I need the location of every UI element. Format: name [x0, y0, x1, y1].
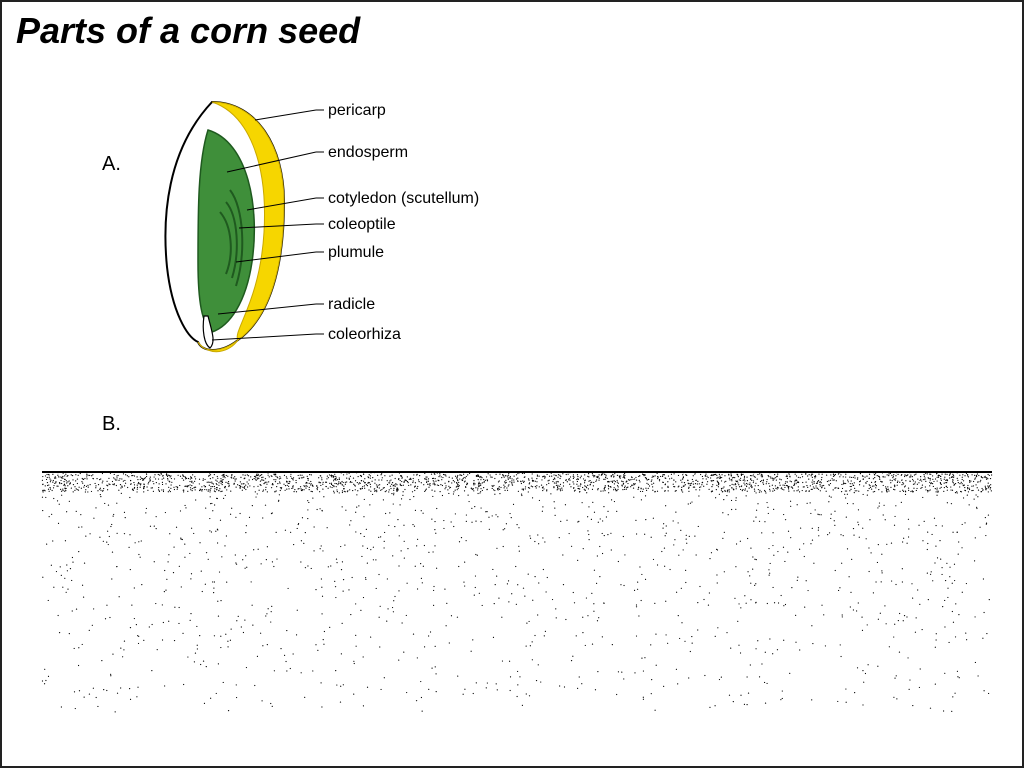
- svg-text:coleoptile: coleoptile: [328, 216, 396, 233]
- svg-text:coleorhiza: coleorhiza: [328, 326, 401, 343]
- svg-text:endosperm: endosperm: [328, 144, 408, 161]
- svg-text:pericarp: pericarp: [328, 102, 386, 119]
- diagram-svg: A. B. pericarp endosperm cotyledon (scutellu…: [2, 2, 1024, 768]
- svg-text:radicle: radicle: [328, 296, 375, 313]
- svg-text:A.: A.: [102, 153, 121, 175]
- svg-text:plumule: plumule: [328, 244, 384, 261]
- svg-text:B.: B.: [102, 413, 121, 435]
- svg-text:cotyledon (scutellum): cotyledon (scutellum): [328, 190, 479, 207]
- diagram-stage: Parts of a corn seed A.B.pericarpendospe…: [0, 0, 1024, 768]
- soil: [42, 471, 992, 712]
- seed-cross-section: pericarp endosperm cotyledon (scutellum) co…: [165, 102, 479, 352]
